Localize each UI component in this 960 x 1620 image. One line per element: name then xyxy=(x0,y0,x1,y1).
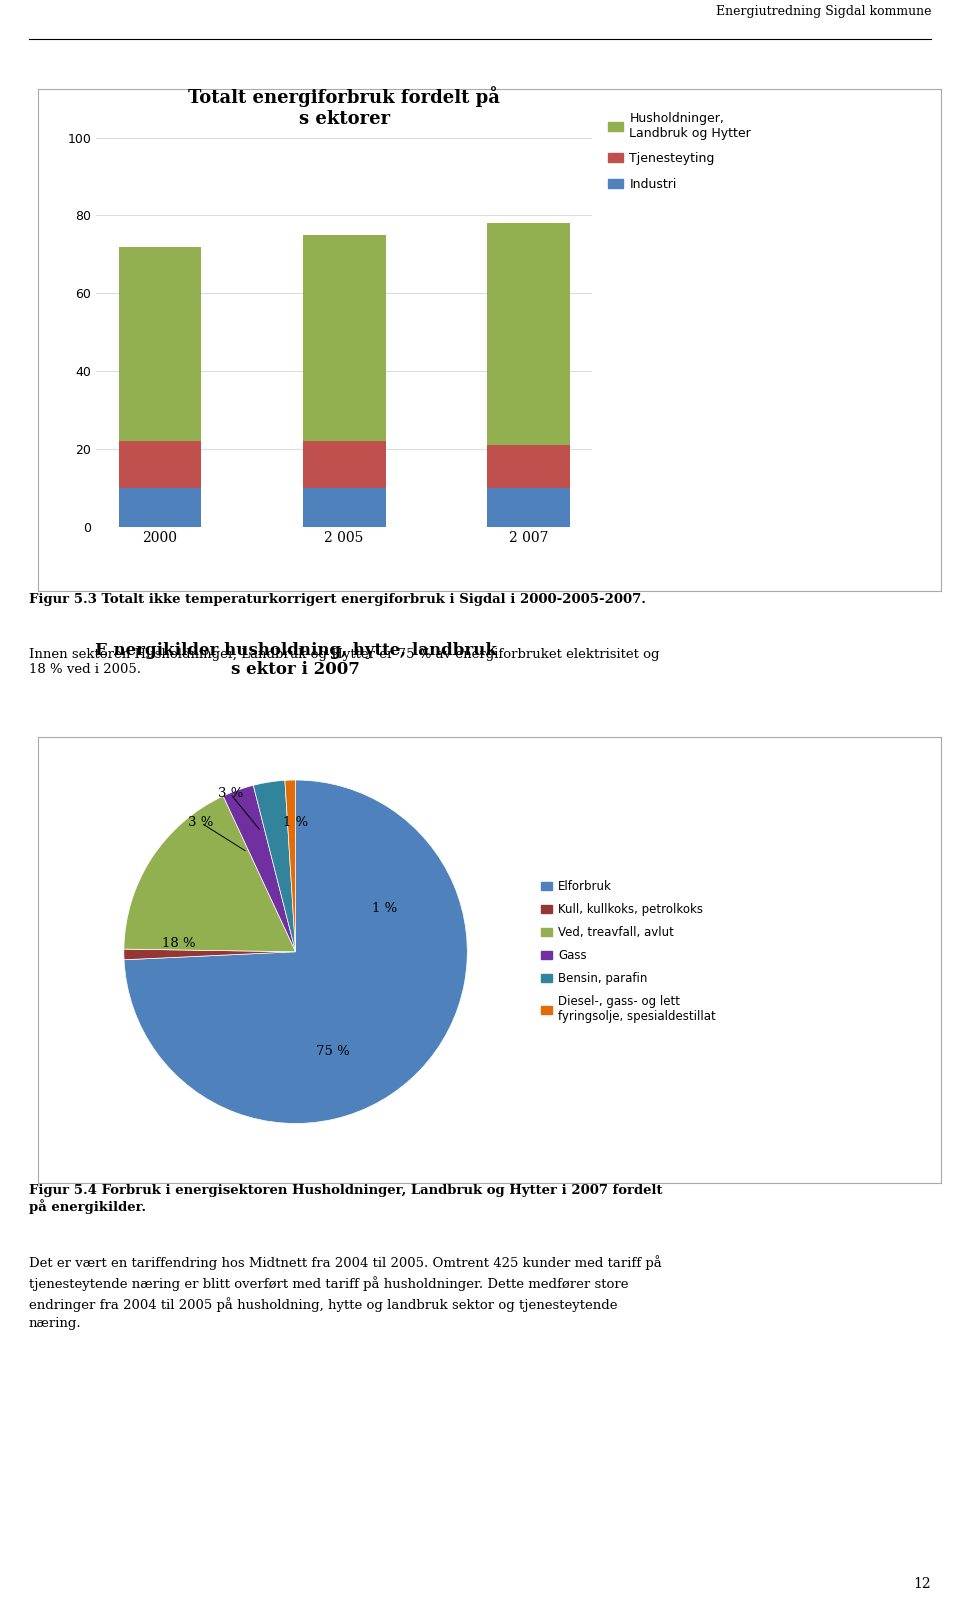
Bar xyxy=(487,224,570,446)
Title: E nergikilder husholdning, hytte, landbruk
s ektor i 2007: E nergikilder husholdning, hytte, landbr… xyxy=(95,642,496,679)
Wedge shape xyxy=(253,781,296,953)
Text: 75 %: 75 % xyxy=(317,1045,350,1058)
Text: Energiutredning Sigdal kommune: Energiutredning Sigdal kommune xyxy=(716,5,931,18)
Bar xyxy=(302,441,386,488)
Wedge shape xyxy=(223,786,296,953)
Bar xyxy=(119,441,202,488)
Legend: Husholdninger,
Landbruk og Hytter, Tjenesteyting, Industri: Husholdninger, Landbruk og Hytter, Tjene… xyxy=(609,112,751,191)
Bar xyxy=(302,235,386,441)
Wedge shape xyxy=(124,781,468,1123)
Wedge shape xyxy=(124,795,296,953)
Text: 1 %: 1 % xyxy=(283,816,308,829)
Text: Figur 5.3 Totalt ikke temperaturkorrigert energiforbruk i Sigdal i 2000-2005-200: Figur 5.3 Totalt ikke temperaturkorriger… xyxy=(29,593,646,606)
Text: Innen sektoren Husholdninger, Landbruk og Hytter er 75 % av energiforbruket elek: Innen sektoren Husholdninger, Landbruk o… xyxy=(29,648,660,676)
Bar xyxy=(119,246,202,441)
Text: 18 %: 18 % xyxy=(162,936,196,949)
Text: 1 %: 1 % xyxy=(372,902,397,915)
Title: Totalt energiforbruk fordelt på
s ektorer: Totalt energiforbruk fordelt på s ektore… xyxy=(188,86,500,128)
Wedge shape xyxy=(124,949,296,959)
Text: Det er vært en tariffendring hos Midtnett fra 2004 til 2005. Omtrent 425 kunder : Det er vært en tariffendring hos Midtnet… xyxy=(29,1256,661,1330)
Text: Figur 5.4 Forbruk i energisektoren Husholdninger, Landbruk og Hytter i 2007 ford: Figur 5.4 Forbruk i energisektoren Husho… xyxy=(29,1184,662,1215)
Bar xyxy=(302,488,386,526)
Bar xyxy=(487,488,570,526)
Text: 3 %: 3 % xyxy=(188,816,214,829)
Bar xyxy=(487,446,570,488)
Bar xyxy=(119,488,202,526)
Legend: Elforbruk, Kull, kullkoks, petrolkoks, Ved, treavfall, avlut, Gass, Bensin, para: Elforbruk, Kull, kullkoks, petrolkoks, V… xyxy=(540,880,716,1024)
Text: 3 %: 3 % xyxy=(218,787,243,800)
Wedge shape xyxy=(285,781,296,953)
Text: 12: 12 xyxy=(914,1576,931,1591)
